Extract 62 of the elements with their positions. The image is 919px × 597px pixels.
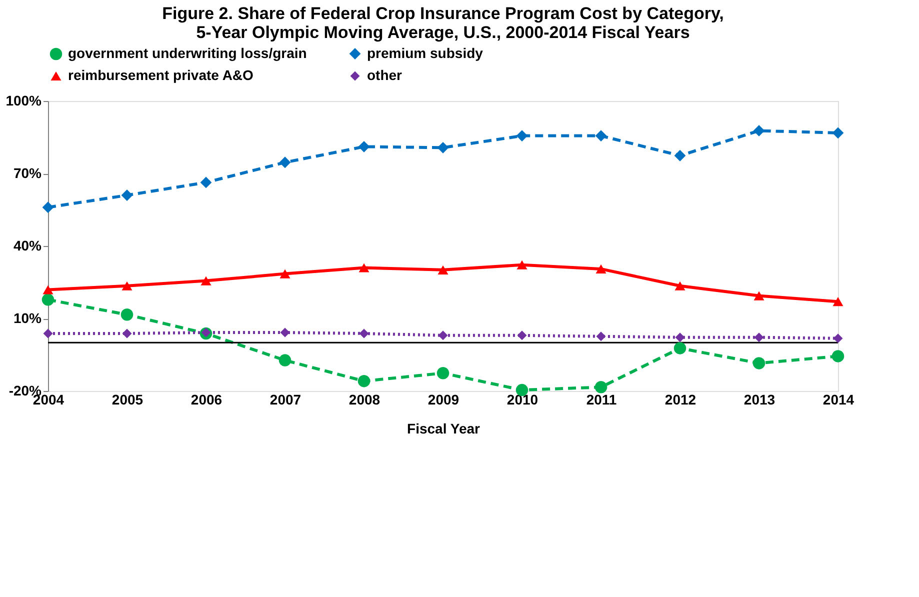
x-tick-label: 2012 bbox=[664, 392, 696, 408]
point bbox=[832, 350, 844, 362]
point bbox=[833, 334, 843, 344]
point bbox=[595, 130, 607, 142]
point bbox=[358, 374, 370, 388]
x-tick-label: 2008 bbox=[348, 392, 380, 408]
point bbox=[200, 176, 212, 188]
point bbox=[596, 264, 606, 274]
x-tick-label: 2007 bbox=[270, 392, 302, 408]
point bbox=[517, 330, 527, 340]
point bbox=[122, 328, 132, 338]
x-tick-label: 2010 bbox=[506, 392, 538, 408]
x-tick-label: 2011 bbox=[586, 392, 617, 408]
x-tick-label: 2006 bbox=[190, 392, 222, 408]
point bbox=[436, 367, 450, 380]
point bbox=[674, 150, 686, 162]
y-tick-label: 10% bbox=[13, 310, 42, 326]
x-tick-label: 2009 bbox=[428, 392, 460, 408]
x-tick-label: 2005 bbox=[112, 392, 144, 408]
point bbox=[279, 156, 291, 168]
point bbox=[359, 328, 369, 338]
legend-label: government underwriting loss/grain bbox=[68, 45, 307, 61]
x-tick-label: 2013 bbox=[744, 392, 776, 408]
point bbox=[120, 308, 134, 321]
point bbox=[832, 297, 844, 306]
point bbox=[278, 354, 292, 366]
point bbox=[752, 357, 766, 370]
point bbox=[596, 332, 606, 342]
point bbox=[43, 328, 53, 338]
chart-title: Figure 2. Share of Federal Crop Insurance Program Cost by Category, 5-Year Olympic Moving Average, U.S., 2000-2014 Fiscal Years bbox=[162, 4, 724, 42]
point bbox=[280, 269, 290, 278]
point bbox=[42, 294, 54, 306]
point bbox=[280, 328, 290, 338]
point bbox=[674, 281, 686, 290]
point bbox=[200, 276, 212, 286]
y-tick-label: 70% bbox=[13, 165, 42, 181]
point bbox=[358, 140, 370, 152]
point bbox=[358, 263, 370, 272]
point bbox=[121, 190, 133, 201]
point bbox=[438, 265, 448, 274]
y-tick-label: 100% bbox=[6, 92, 42, 108]
legend-label: other bbox=[367, 67, 403, 83]
point bbox=[201, 328, 211, 338]
point bbox=[42, 202, 54, 214]
point bbox=[516, 260, 528, 270]
point bbox=[122, 281, 132, 290]
y-tick-label: 40% bbox=[13, 238, 42, 254]
point bbox=[753, 125, 765, 136]
point bbox=[832, 127, 844, 139]
point bbox=[516, 130, 528, 142]
point bbox=[675, 332, 685, 342]
point bbox=[437, 142, 449, 154]
point bbox=[594, 381, 608, 394]
point bbox=[754, 291, 764, 300]
x-tick-label: 2014 bbox=[822, 392, 854, 408]
point bbox=[438, 330, 448, 340]
point bbox=[754, 332, 764, 342]
point bbox=[42, 285, 54, 294]
legend-label: premium subsidy bbox=[367, 44, 484, 61]
x-axis-title: Fiscal Year bbox=[407, 420, 481, 436]
legend-label: reimbursement private A&O bbox=[68, 67, 254, 83]
point bbox=[674, 342, 686, 354]
